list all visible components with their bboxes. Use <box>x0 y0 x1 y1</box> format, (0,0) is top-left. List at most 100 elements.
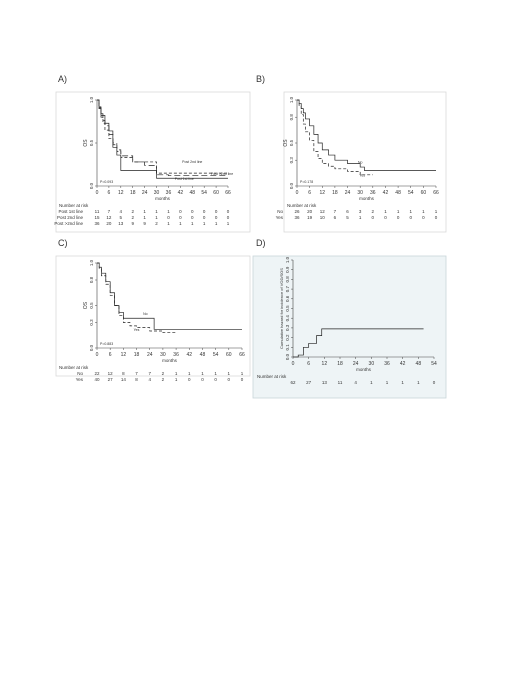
y-tick-label: 0.0 <box>289 182 294 189</box>
x-tick-label: 60 <box>213 190 219 196</box>
risk-cell: 1 <box>167 209 170 214</box>
y-axis-label: OS <box>83 139 89 147</box>
y-tick-label: 0.9 <box>285 266 290 273</box>
panel-frame <box>283 91 447 233</box>
risk-cell: 9 <box>143 221 146 226</box>
x-tick-label: 36 <box>173 352 179 358</box>
x-tick-label: 66 <box>225 190 231 196</box>
x-tick-label: 54 <box>201 190 207 196</box>
risk-cell: 36 <box>94 221 100 226</box>
risk-cell: 0 <box>167 215 170 220</box>
x-tick-label: 48 <box>200 352 206 358</box>
risk-cell: 13 <box>322 380 328 385</box>
km-curve-post-1st-line <box>97 99 228 179</box>
risk-cell: 1 <box>215 221 218 226</box>
panel-A: A)0 6 12 18 24 30 36 42 48 54 60 66months0.00.51.0O… <box>54 74 251 233</box>
km-curve-no <box>297 99 436 171</box>
risk-cell: 0 <box>215 209 218 214</box>
x-tick-label: 18 <box>134 352 140 358</box>
risk-cell: 11 <box>338 380 343 385</box>
panel-label: B) <box>256 74 265 84</box>
y-tick-label: 0.5 <box>289 139 294 146</box>
series-label: Yes <box>359 174 365 178</box>
risk-cell: 1 <box>409 209 412 214</box>
risk-cell: 0 <box>228 377 231 382</box>
risk-cell: 0 <box>179 209 182 214</box>
risk-cell: 7 <box>334 209 337 214</box>
risk-cell: 1 <box>143 209 146 214</box>
x-tick-label: 0 <box>292 361 295 367</box>
x-tick-label: 30 <box>357 190 363 196</box>
risk-cell: 2 <box>155 221 158 226</box>
series-label: Yes <box>134 328 140 332</box>
risk-cell: 7 <box>148 371 151 376</box>
risk-cell: 5 <box>346 215 349 220</box>
panel-label: C) <box>58 238 68 248</box>
x-tick-label: 24 <box>353 361 359 367</box>
risk-cell: 12 <box>106 215 112 220</box>
x-axis-label: months <box>155 196 171 201</box>
y-tick-label: 0.2 <box>285 334 290 341</box>
p-value: P=0.093 <box>100 180 113 184</box>
y-tick-label: 0.8 <box>285 276 290 283</box>
x-tick-label: 6 <box>109 352 112 358</box>
risk-cell: 62 <box>290 380 296 385</box>
risk-cell: 1 <box>143 215 146 220</box>
risk-cell: 1 <box>201 371 204 376</box>
series-label: No <box>143 312 148 316</box>
x-tick-label: 42 <box>186 352 192 358</box>
series-label: Post >2nd line <box>211 172 233 176</box>
y-tick-label: 1.0 <box>285 256 290 263</box>
y-tick-label: 0.8 <box>89 276 94 283</box>
risk-cell: 5 <box>120 215 123 220</box>
risk-row-label: Post >2nd line <box>54 221 83 226</box>
risk-cell: 6 <box>334 215 337 220</box>
risk-cell: 7 <box>108 209 111 214</box>
risk-table-title: Number at risk <box>59 203 89 208</box>
x-tick-label: 30 <box>160 352 166 358</box>
x-tick-label: 36 <box>166 190 172 196</box>
x-tick-label: 24 <box>147 352 153 358</box>
risk-cell: 0 <box>191 215 194 220</box>
risk-table-title: Number at risk <box>257 374 287 379</box>
risk-cell: 1 <box>188 371 191 376</box>
y-axis-label: OS <box>83 301 89 309</box>
x-tick-label: 54 <box>408 190 414 196</box>
x-axis-label: months <box>356 367 372 372</box>
panel-frame <box>55 255 251 377</box>
series-label: Post 2nd line <box>182 160 202 164</box>
y-tick-label: 0.3 <box>285 324 290 331</box>
risk-row-label: Yes <box>76 377 84 382</box>
y-tick-label: 0.3 <box>289 157 294 164</box>
x-tick-label: 48 <box>189 190 195 196</box>
x-tick-label: 36 <box>370 190 376 196</box>
y-tick-label: 0.3 <box>89 319 94 326</box>
risk-cell: 1 <box>435 209 438 214</box>
x-tick-label: 12 <box>121 352 127 358</box>
panel-frame <box>252 255 447 399</box>
x-tick-label: 12 <box>319 190 325 196</box>
panel-label: D) <box>256 238 266 248</box>
risk-cell: 0 <box>203 215 206 220</box>
y-axis-label: OS <box>283 139 289 147</box>
x-axis-label: months <box>359 196 375 201</box>
x-tick-label: 24 <box>142 190 148 196</box>
risk-cell: 40 <box>94 377 100 382</box>
risk-cell: 1 <box>401 380 404 385</box>
x-tick-label: 48 <box>395 190 401 196</box>
risk-cell: 0 <box>191 209 194 214</box>
panel-label: A) <box>58 74 67 84</box>
risk-cell: 2 <box>162 377 165 382</box>
risk-cell: 4 <box>148 377 151 382</box>
risk-cell: 1 <box>384 209 387 214</box>
risk-cell: 1 <box>370 380 373 385</box>
risk-cell: 1 <box>155 215 158 220</box>
risk-cell: 1 <box>175 377 178 382</box>
risk-cell: 14 <box>121 377 127 382</box>
risk-cell: 0 <box>397 215 400 220</box>
panel-D: D) 0 6 12 18 24 30 36 42 48 54 months 0.0 0.1 0.2 0.3 0.… <box>252 238 447 399</box>
risk-cell: 1 <box>241 371 244 376</box>
km-curve-series <box>293 328 424 358</box>
x-tick-label: 30 <box>154 190 160 196</box>
risk-table-title: Number at risk <box>287 203 317 208</box>
